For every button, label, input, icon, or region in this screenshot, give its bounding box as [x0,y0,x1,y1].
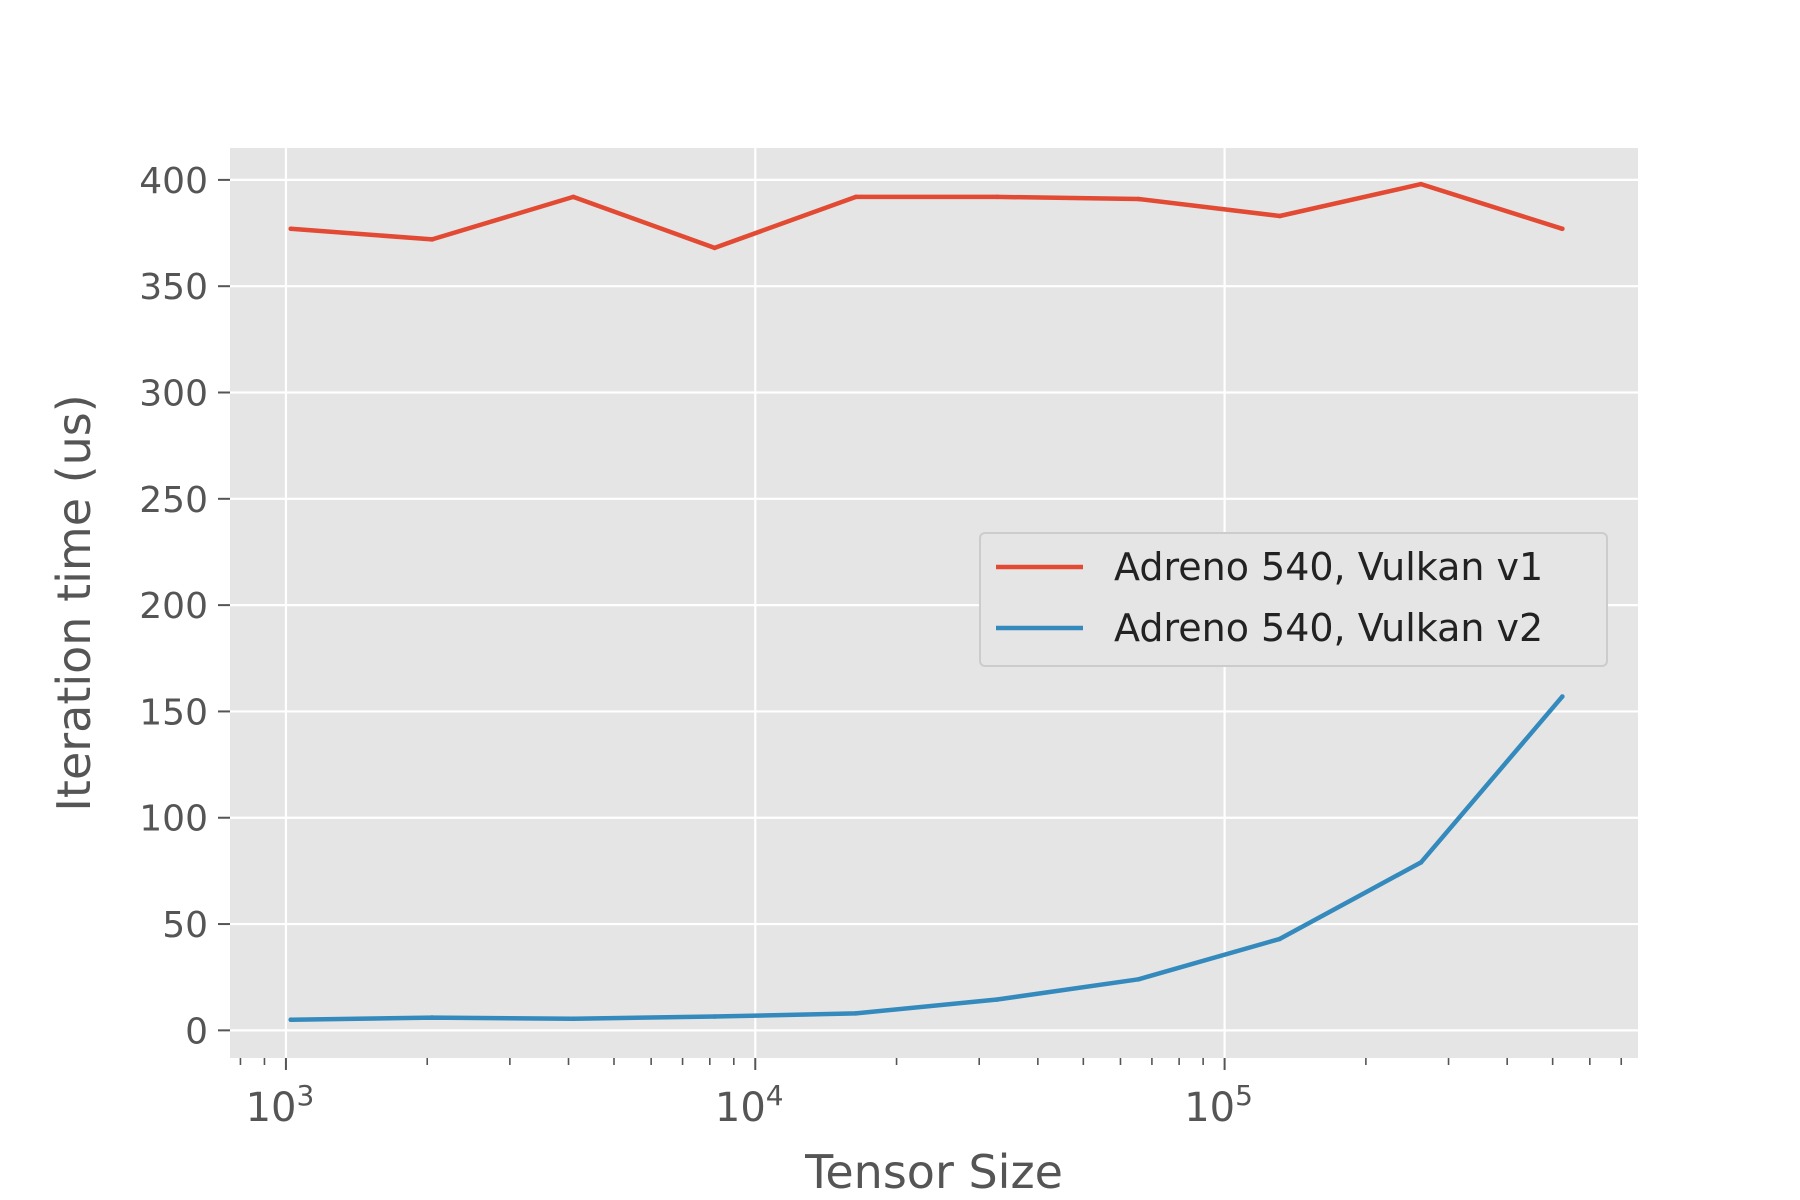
data-point [288,1017,294,1023]
data-point [1560,694,1565,699]
data-point [429,237,435,242]
data-point [1418,860,1424,865]
y-tick-label: 200 [139,586,208,627]
y-tick-label: 100 [139,799,208,840]
data-point [288,226,294,232]
data-point [994,194,1000,200]
y-tick-label: 0 [185,1011,208,1052]
y-tick-label: 350 [139,267,208,308]
y-tick-label: 250 [139,480,208,521]
data-point [712,1014,717,1019]
legend-label: Adreno 540, Vulkan v2 [1114,606,1543,650]
series-line-1 [288,181,1565,251]
data-point [1418,181,1424,187]
legend-label: Adreno 540, Vulkan v1 [1114,545,1543,589]
data-point [994,997,1000,1002]
axis-ticks: 0 50 100 150 200 250 300 350 400 103 104 105 [139,161,1623,1131]
data-point [571,1016,576,1021]
y-tick-label: 50 [162,905,208,946]
data-point [429,1015,435,1020]
data-point [1136,196,1141,202]
x-tick-label: 103 [246,1079,315,1131]
series-lines [288,181,1565,1023]
series-line-2 [288,694,1565,1022]
legend: Adreno 540, Vulkan v1 Adreno 540, Vulkan … [979,532,1608,667]
y-tick-label: 400 [139,161,208,202]
y-tick-label: 300 [139,374,208,415]
data-point [853,1011,859,1016]
x-tick-label: 104 [715,1079,784,1131]
grid-lines [230,148,1638,1058]
x-axis-label: Tensor Size [804,1145,1063,1199]
data-point [1277,213,1283,219]
data-point [853,194,859,200]
x-tick-label: 105 [1184,1079,1253,1131]
data-point [1277,936,1283,942]
y-tick-label: 150 [139,692,208,733]
data-point [712,245,717,251]
y-axis-label: Iteration time (us) [47,394,101,811]
legend-box [979,532,1608,667]
data-point [1560,226,1565,232]
data-point [571,194,576,200]
data-point [1136,977,1141,982]
